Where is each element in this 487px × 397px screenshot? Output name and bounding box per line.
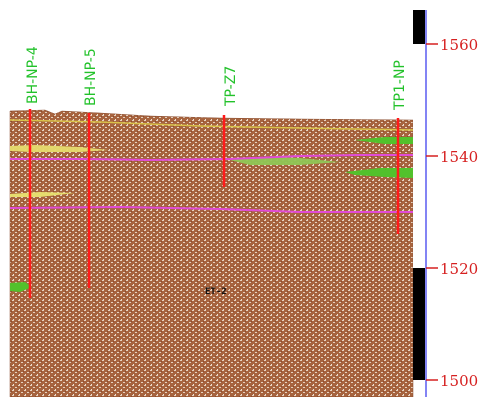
scale-bar-black — [413, 268, 425, 380]
borehole-label: BH-NP-4 — [25, 46, 41, 104]
elevation-label: 1540 — [440, 148, 478, 166]
magenta-contact-line — [10, 154, 413, 162]
green-lens — [345, 168, 413, 178]
scale-bar-white — [413, 44, 425, 268]
yellow-contact-line — [9, 119, 414, 131]
borehole-label: BH-NP-5 — [83, 48, 99, 106]
green-lens — [230, 157, 340, 165]
contact-lines — [9, 119, 414, 213]
elevation-scale: 1560 1540 1520 1500 — [413, 10, 478, 397]
elevation-label: 1500 — [440, 372, 478, 390]
lenses — [10, 137, 413, 292]
borehole-label: TP-Z7 — [223, 66, 239, 107]
elevation-label: 1520 — [440, 260, 478, 278]
unit-label: ET-2 — [205, 287, 227, 297]
yellow-lens — [10, 192, 75, 197]
soil-body — [9, 109, 414, 397]
scale-bar-black — [413, 10, 425, 44]
boreholes: BH-NP-4 BH-NP-5 TP-Z7 TP1-NP — [25, 46, 408, 298]
elevation-label: 1560 — [440, 36, 478, 54]
green-lens — [10, 282, 32, 292]
magenta-contact-line — [9, 205, 413, 213]
yellow-lens — [10, 145, 108, 152]
borehole-label: TP1-NP — [392, 60, 408, 111]
